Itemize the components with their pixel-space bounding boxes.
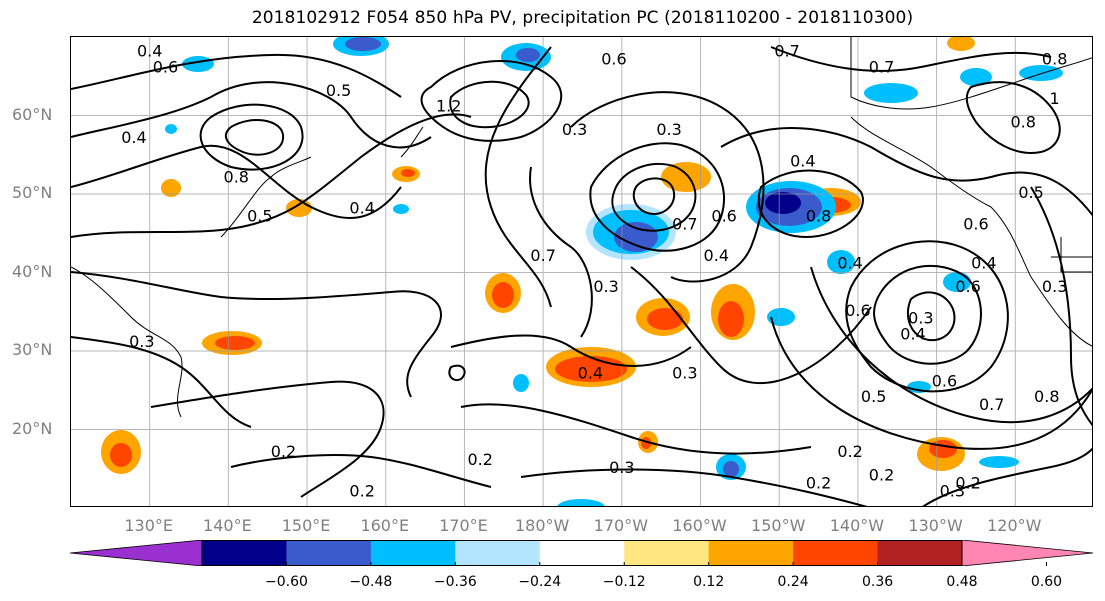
contour-label: 0.2: [837, 442, 862, 461]
contour-label: 0.3: [940, 481, 965, 500]
contour-label: 0.3: [593, 277, 618, 296]
longitude-label: 130°W: [908, 516, 963, 535]
contour-label: 0.4: [971, 254, 996, 273]
contour-label: 0.7: [979, 395, 1004, 414]
latitude-label: 20°N: [12, 418, 53, 438]
colorbar-frame: [201, 540, 963, 566]
contour-label: 0.3: [562, 120, 587, 139]
longitude-label: 170°E: [439, 516, 488, 535]
longitude-label: 160°E: [360, 516, 410, 535]
contour-label: 0.7: [530, 246, 555, 265]
contour-label: 0.6: [711, 207, 736, 226]
coastlines: [71, 37, 1092, 418]
contour-label: 0.5: [1018, 183, 1043, 202]
contour-label: 0.3: [656, 120, 681, 139]
colorbar-tick-label: −0.24: [518, 574, 562, 590]
longitude-label: 120°W: [987, 516, 1042, 535]
contour-label: 0.6: [153, 57, 178, 76]
contour-label: 0.6: [845, 301, 870, 320]
longitude-label: 150°W: [751, 516, 806, 535]
longitude-label: 160°W: [672, 516, 727, 535]
colorbar: [70, 540, 1094, 566]
longitude-label: 130°E: [124, 516, 174, 535]
colorbar-segment: [202, 540, 287, 566]
contour-label: 0.3: [1042, 277, 1067, 296]
contour-label: 0.6: [963, 214, 988, 233]
contour-label: 0.4: [837, 254, 862, 273]
contour-label: 0.2: [349, 481, 374, 500]
colorbar-segment: [370, 540, 456, 566]
colorbar-segment: [286, 540, 372, 566]
colorbar-segment: [624, 540, 710, 566]
contour-label: 0.6: [955, 277, 980, 296]
latitude-label: 40°N: [12, 261, 53, 281]
colorbar-segment: [708, 540, 794, 566]
colorbar-max-arrow: [961, 540, 1094, 566]
contour-label: 1.2: [436, 97, 461, 116]
contour-label: 0.8: [806, 207, 831, 226]
colorbar-tick-label: −0.48: [349, 574, 393, 590]
contour-label: 0.4: [704, 246, 729, 265]
contour-label: 0.4: [578, 364, 603, 383]
contour-label: 0.8: [1034, 387, 1059, 406]
colorbar-segment: [877, 540, 963, 566]
contour-label: 0.8: [224, 167, 249, 186]
map-panel: 0.4 0.6 0.5 0.4 0.8 0.5 0.4 1.2 0.6 0.3 0.3 0.7 0.6 0…: [70, 36, 1093, 507]
contour-label: 0.5: [326, 81, 351, 100]
contour-label: 0.7: [774, 42, 799, 61]
latitude-label: 60°N: [12, 104, 53, 124]
latitude-label: 50°N: [12, 183, 53, 202]
contour-label: 0.4: [349, 199, 374, 218]
colorbar-tick-label: −0.36: [433, 574, 477, 590]
colorbar-segment: [455, 540, 541, 566]
contour-label: 0.4: [790, 152, 815, 171]
contour-label: 0.3: [908, 309, 933, 328]
contour-label: 0.3: [129, 332, 154, 351]
contour-label: 0.2: [869, 466, 894, 485]
contour-label: 0.2: [955, 473, 980, 492]
map-title: 2018102912 F054 850 hPa PV, precipitatio…: [251, 8, 914, 28]
contour-label: 0.5: [861, 387, 886, 406]
contour-label: 0.4: [121, 128, 146, 147]
contour-label: 0.4: [900, 324, 925, 343]
contour-label: 0.2: [806, 473, 831, 492]
contour-label: 1: [1050, 89, 1060, 108]
map-canvas: 0.40.60.50.40.80.5 0.41.20.60.3 0.30.7 0.60…: [71, 37, 1092, 506]
contour-label: 0.7: [869, 57, 894, 76]
contour-label: 0.3: [672, 364, 697, 383]
colorbar-segment: [793, 540, 879, 566]
colorbar-tick-label: −0.60: [264, 574, 308, 590]
colorbar-tick-label: 0.60: [1030, 574, 1063, 590]
longitude-label: 170°W: [593, 516, 649, 535]
latitude-label: 30°N: [12, 340, 53, 359]
colorbar-tick-label: 0.48: [946, 574, 978, 590]
contour-label: 0.8: [1042, 50, 1067, 69]
contour-labels: 0.40.60.50.40.80.5 0.41.20.60.3 0.30.7 0.60…: [121, 42, 1067, 501]
pv-contours: [71, 46, 1092, 506]
precip-shading: [101, 37, 1063, 506]
contour-label: 0.2: [467, 450, 492, 469]
colorbar-min-arrow: [70, 540, 203, 566]
contour-label: 0.5: [247, 207, 272, 226]
contour-label: 0.3: [609, 458, 634, 477]
contour-label: 0.6: [932, 371, 957, 390]
colorbar-tick-label: 0.36: [861, 574, 894, 590]
colorbar-segment: [539, 540, 625, 566]
longitude-label: 180°W: [514, 516, 570, 535]
colorbar-tick-label: 0.12: [693, 574, 725, 590]
colorbar-tick-label: 0.24: [777, 574, 809, 590]
contour-label: 0.8: [1010, 112, 1035, 131]
contour-label: 0.2: [271, 442, 296, 461]
colorbar-tick-label: −0.12: [602, 574, 646, 590]
longitude-label: 140°W: [829, 516, 885, 535]
contour-label: 0.6: [601, 50, 626, 69]
contour-label: 0.4: [137, 42, 162, 61]
longitude-label: 150°E: [281, 516, 331, 535]
longitude-label: 140°E: [203, 516, 252, 535]
contour-label: 0.7: [672, 214, 697, 233]
graticule: [71, 37, 1092, 506]
